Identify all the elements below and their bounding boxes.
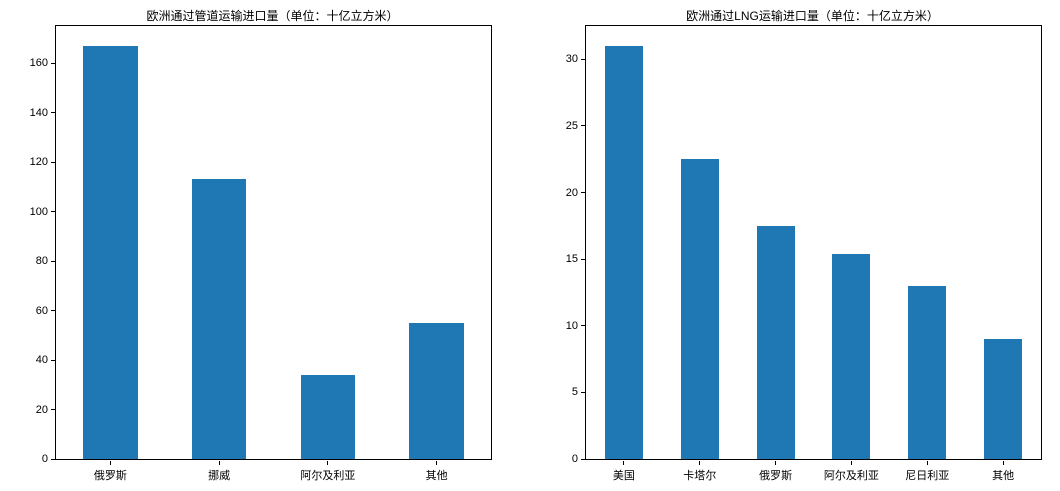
bar [191, 179, 247, 459]
x-tick-label: 阿尔及利亚 [300, 470, 356, 482]
x-tick-label: 挪威 [208, 470, 231, 482]
chart-title: 欧洲通过管道运输进口量（单位：十亿立方米） [146, 9, 399, 23]
y-tick-mark [51, 409, 55, 410]
bar [83, 45, 138, 459]
y-tick-mark [581, 391, 585, 393]
y-tick-label: 0 [571, 453, 578, 465]
chart-title: 欧洲通过LNG运输进口量（单位：十亿立方米） [686, 9, 939, 23]
bar [680, 159, 719, 459]
x-tick-label: 俄罗斯 [93, 470, 127, 482]
x-tick-mark [436, 461, 438, 465]
bar [908, 285, 947, 459]
bar [832, 253, 871, 459]
x-tick-mark [327, 461, 329, 465]
y-tick-label: 5 [571, 386, 578, 399]
pipeline-imports-chart: 欧洲通过管道运输进口量（单位：十亿立方米） 0 20 40 60 80 100 120 140… [30, 9, 492, 482]
x-tick-mark [1002, 461, 1004, 465]
y-tick-mark [581, 125, 585, 127]
plot-area: 0 5 10 15 20 25 30 美国 卡塔尔 俄罗斯 阿尔及利亚 尼日利亚 其他 [566, 25, 1042, 482]
x-tick-label: 尼日利亚 [905, 470, 950, 482]
y-tick-label: 15 [565, 253, 578, 266]
y-tick-label: 60 [35, 304, 48, 317]
x-tick-mark [218, 461, 220, 465]
bar [300, 374, 356, 459]
y-tick-label: 40 [35, 354, 48, 367]
x-tick-label: 美国 [612, 470, 635, 482]
y-tick-mark [581, 192, 585, 194]
y-tick-label: 140 [29, 106, 48, 119]
y-tick-label: 20 [565, 186, 578, 199]
x-tick-mark [775, 461, 777, 465]
plot-area: 0 20 40 60 80 100 120 140 160 俄罗斯 挪威 阿尔及利亚 其他 [30, 25, 492, 482]
y-tick-mark [51, 112, 55, 114]
y-tick-label: 30 [565, 53, 578, 66]
x-tick-label: 阿尔及利亚 [823, 470, 879, 482]
y-tick-mark [51, 62, 55, 64]
x-tick-label: 其他 [425, 470, 448, 482]
y-tick-mark [51, 310, 55, 312]
y-tick-label: 20 [35, 403, 48, 416]
y-tick-label: 10 [565, 319, 578, 332]
y-tick-label: 160 [29, 57, 48, 70]
x-tick-mark [623, 461, 625, 465]
y-tick-mark [581, 458, 585, 460]
y-tick-mark [51, 161, 55, 163]
y-tick-mark [51, 359, 55, 361]
y-tick-label: 100 [29, 205, 48, 218]
y-tick-label: 80 [35, 255, 48, 268]
y-tick-mark [51, 458, 55, 460]
x-tick-label: 卡塔尔 [683, 470, 717, 482]
y-tick-mark [581, 58, 585, 60]
bar [604, 46, 643, 459]
bar [756, 225, 795, 459]
y-tick-mark [51, 260, 55, 262]
y-tick-label: 120 [29, 156, 48, 169]
y-tick-mark [581, 325, 585, 327]
x-tick-mark [699, 461, 701, 465]
bar [984, 339, 1023, 459]
bar [409, 322, 464, 459]
x-tick-label: 其他 [992, 470, 1015, 482]
x-tick-mark [850, 461, 852, 465]
y-tick-label: 25 [565, 119, 578, 132]
y-tick-label: 0 [41, 453, 48, 465]
y-tick-mark [581, 258, 585, 260]
lng-imports-chart: 欧洲通过LNG运输进口量（单位：十亿立方米） 0 5 10 15 20 25 30 美国 卡塔尔… [530, 0, 1060, 491]
x-tick-label: 俄罗斯 [759, 470, 793, 482]
x-tick-mark [926, 461, 928, 465]
y-tick-mark [51, 211, 55, 213]
x-tick-mark [109, 461, 111, 465]
